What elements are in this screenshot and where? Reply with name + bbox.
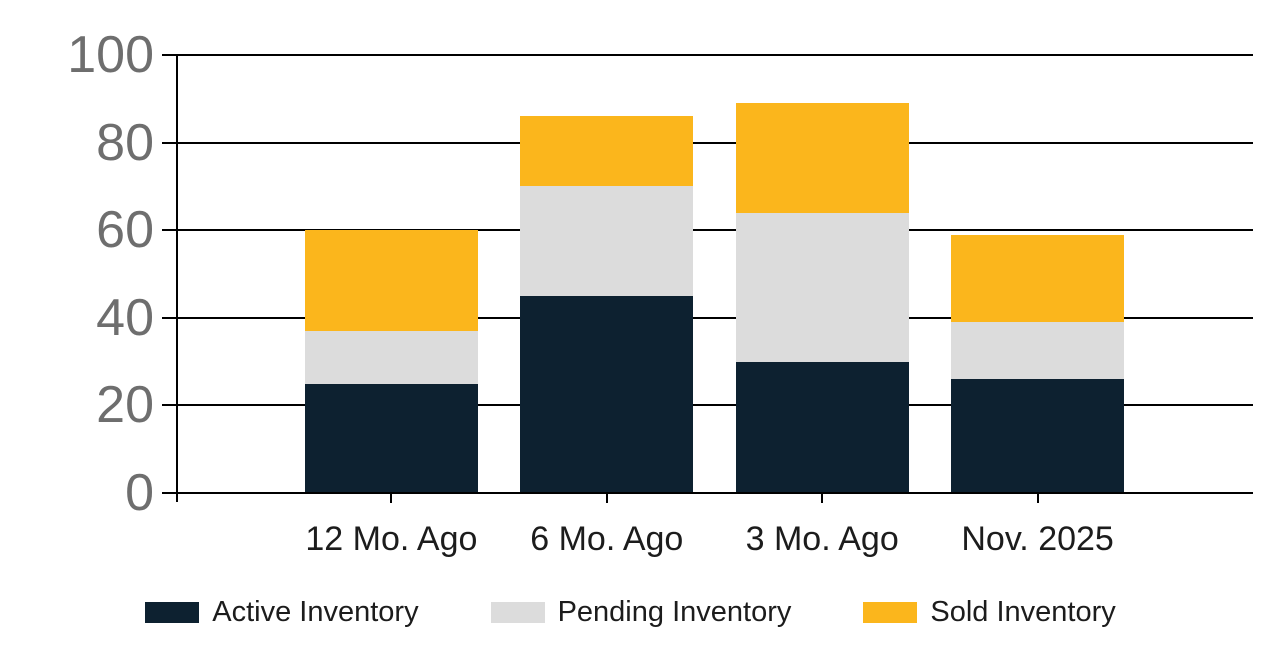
legend-swatch (863, 602, 918, 623)
segment-active-inventory (520, 295, 694, 493)
gridline-y-20 (162, 404, 1253, 407)
y-tick-label-40: 40 (96, 288, 154, 347)
bar-3-mo-ago (735, 103, 909, 493)
segment-active-inventory (735, 361, 909, 493)
segment-active-inventory (951, 379, 1125, 493)
segment-sold-inventory (520, 116, 694, 187)
y-tick-label-60: 60 (96, 201, 154, 260)
legend-item-sold-inventory: Sold Inventory (863, 596, 1116, 629)
y-tick-label-100: 100 (67, 26, 154, 84)
legend-swatch (490, 602, 545, 623)
x-tick (390, 493, 393, 503)
x-tick (605, 493, 608, 503)
segment-active-inventory (304, 383, 478, 493)
plot-area: 0 20 40 60 80 100 12 Mo. Ago 6 Mo. Ago 3 Mo. Ago… (67, 26, 1253, 558)
legend-swatch (145, 602, 200, 623)
x-tick (821, 493, 824, 503)
x-tick-label: 3 Mo. Ago (745, 520, 899, 558)
y-tick-label-80: 80 (96, 113, 154, 172)
x-axis-line (162, 492, 1253, 494)
y-axis-line (176, 55, 178, 502)
segment-pending-inventory (304, 330, 478, 384)
x-tick-label: 12 Mo. Ago (305, 520, 478, 558)
bar-6-mo-ago (520, 116, 694, 493)
legend-item-pending-inventory: Pending Inventory (490, 596, 792, 629)
legend-label: Pending Inventory (557, 596, 792, 628)
y-tick-label-20: 20 (96, 376, 154, 435)
legend-label: Sold Inventory (930, 596, 1116, 628)
segment-pending-inventory (951, 322, 1125, 380)
legend-item-active-inventory: Active Inventory (145, 596, 419, 629)
x-tick (1036, 493, 1039, 503)
legend-label: Active Inventory (212, 596, 419, 628)
chart-legend: Active Inventory Pending Inventory Sold In… (0, 596, 1261, 629)
y-tick-label-0: 0 (125, 464, 154, 522)
gridline-y-60 (162, 229, 1253, 232)
segment-sold-inventory (951, 234, 1125, 323)
gridline-y-100 (162, 54, 1253, 56)
segment-sold-inventory (735, 103, 909, 213)
bar-nov-2025 (951, 234, 1125, 493)
x-tick-label: 6 Mo. Ago (530, 520, 684, 558)
segment-sold-inventory (304, 230, 478, 331)
segment-pending-inventory (520, 186, 694, 296)
gridline-y-40 (162, 316, 1253, 319)
bar-12-mo-ago (304, 230, 478, 493)
x-tick-label: Nov. 2025 (961, 520, 1114, 558)
gridline-y-80 (162, 141, 1253, 144)
segment-pending-inventory (735, 212, 909, 362)
